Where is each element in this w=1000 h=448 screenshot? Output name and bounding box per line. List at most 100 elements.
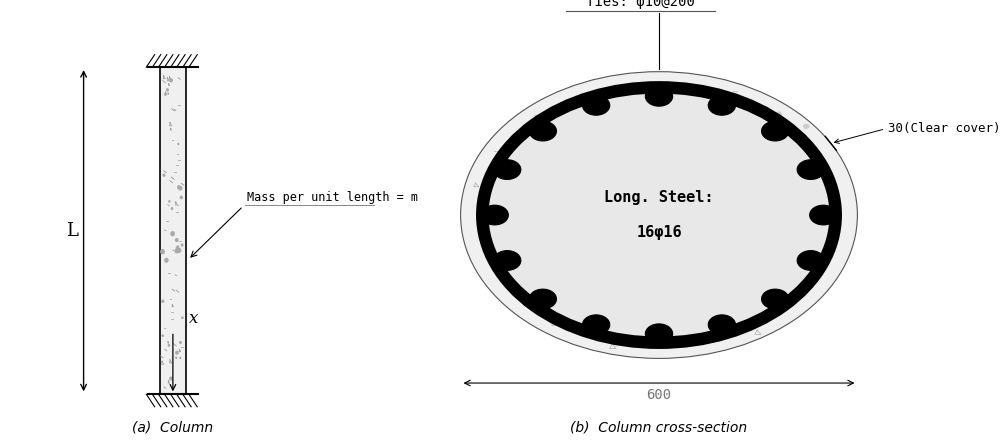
Circle shape <box>607 125 612 128</box>
Circle shape <box>552 263 555 265</box>
Circle shape <box>696 207 698 209</box>
Circle shape <box>797 250 824 270</box>
Circle shape <box>606 192 608 193</box>
Circle shape <box>633 117 637 121</box>
Text: Ties: φ10@200: Ties: φ10@200 <box>586 0 695 9</box>
Circle shape <box>602 198 607 202</box>
Circle shape <box>178 186 180 189</box>
Circle shape <box>674 203 676 205</box>
Circle shape <box>772 117 774 118</box>
Circle shape <box>182 317 183 319</box>
Circle shape <box>737 220 741 222</box>
Circle shape <box>177 246 179 248</box>
Circle shape <box>494 160 521 180</box>
Circle shape <box>762 121 789 141</box>
Circle shape <box>656 133 658 134</box>
Circle shape <box>171 208 173 209</box>
Circle shape <box>663 220 668 223</box>
Circle shape <box>679 301 684 305</box>
Circle shape <box>675 309 680 313</box>
Circle shape <box>167 89 168 91</box>
Text: 30(Clear cover): 30(Clear cover) <box>888 122 1000 135</box>
Circle shape <box>726 158 729 161</box>
Circle shape <box>563 117 566 119</box>
Circle shape <box>179 186 182 190</box>
Circle shape <box>749 174 753 177</box>
Circle shape <box>176 247 178 249</box>
Circle shape <box>797 160 824 180</box>
Circle shape <box>461 72 857 358</box>
Circle shape <box>650 211 655 215</box>
Circle shape <box>482 87 836 343</box>
Circle shape <box>661 220 663 222</box>
Circle shape <box>529 289 556 309</box>
Circle shape <box>180 342 181 344</box>
Text: (a)  Column: (a) Column <box>132 421 213 435</box>
Circle shape <box>529 121 556 141</box>
Circle shape <box>582 95 610 115</box>
Circle shape <box>180 196 182 198</box>
Circle shape <box>634 232 637 234</box>
Circle shape <box>708 315 736 335</box>
Circle shape <box>622 318 627 322</box>
Circle shape <box>553 146 557 149</box>
Circle shape <box>176 239 178 241</box>
Circle shape <box>590 259 595 262</box>
Circle shape <box>570 105 575 109</box>
Circle shape <box>608 250 612 252</box>
Circle shape <box>494 250 521 270</box>
Circle shape <box>539 297 541 298</box>
Circle shape <box>708 95 736 115</box>
Circle shape <box>170 79 172 82</box>
Text: Long. Steel:: Long. Steel: <box>604 190 714 205</box>
Circle shape <box>162 300 164 302</box>
Bar <box>160 67 186 394</box>
Circle shape <box>170 377 172 380</box>
Circle shape <box>638 217 641 219</box>
Circle shape <box>810 205 837 225</box>
Circle shape <box>634 137 639 141</box>
Circle shape <box>595 292 597 293</box>
Circle shape <box>740 138 743 140</box>
Circle shape <box>723 195 727 198</box>
Text: x: x <box>189 310 198 327</box>
Circle shape <box>169 201 170 202</box>
Circle shape <box>551 319 553 321</box>
Text: (b)  Column cross-section: (b) Column cross-section <box>570 421 748 435</box>
Circle shape <box>168 345 170 346</box>
Text: L: L <box>66 222 78 240</box>
Circle shape <box>178 249 181 252</box>
Circle shape <box>481 205 508 225</box>
Circle shape <box>645 324 673 344</box>
Circle shape <box>776 112 781 116</box>
Circle shape <box>585 201 589 204</box>
Circle shape <box>176 351 178 354</box>
Circle shape <box>697 196 702 200</box>
Circle shape <box>586 274 588 276</box>
Circle shape <box>663 135 667 138</box>
Circle shape <box>165 258 168 262</box>
Circle shape <box>671 225 676 228</box>
Circle shape <box>791 297 795 300</box>
Circle shape <box>826 173 828 175</box>
Text: 600: 600 <box>646 388 672 402</box>
Circle shape <box>804 125 809 128</box>
Circle shape <box>175 249 178 253</box>
Circle shape <box>163 174 165 176</box>
Circle shape <box>551 177 555 179</box>
Circle shape <box>585 314 590 318</box>
Text: 16φ16: 16φ16 <box>636 225 682 241</box>
Circle shape <box>645 86 673 106</box>
Circle shape <box>161 250 164 254</box>
Circle shape <box>673 228 677 231</box>
Circle shape <box>181 244 183 246</box>
Text: Mass per unit length = m: Mass per unit length = m <box>247 191 418 204</box>
Circle shape <box>712 217 716 220</box>
Circle shape <box>582 315 610 335</box>
Circle shape <box>162 335 163 336</box>
Circle shape <box>636 310 640 314</box>
Circle shape <box>664 203 667 205</box>
Circle shape <box>732 264 736 267</box>
Circle shape <box>532 274 536 277</box>
Circle shape <box>762 289 789 309</box>
